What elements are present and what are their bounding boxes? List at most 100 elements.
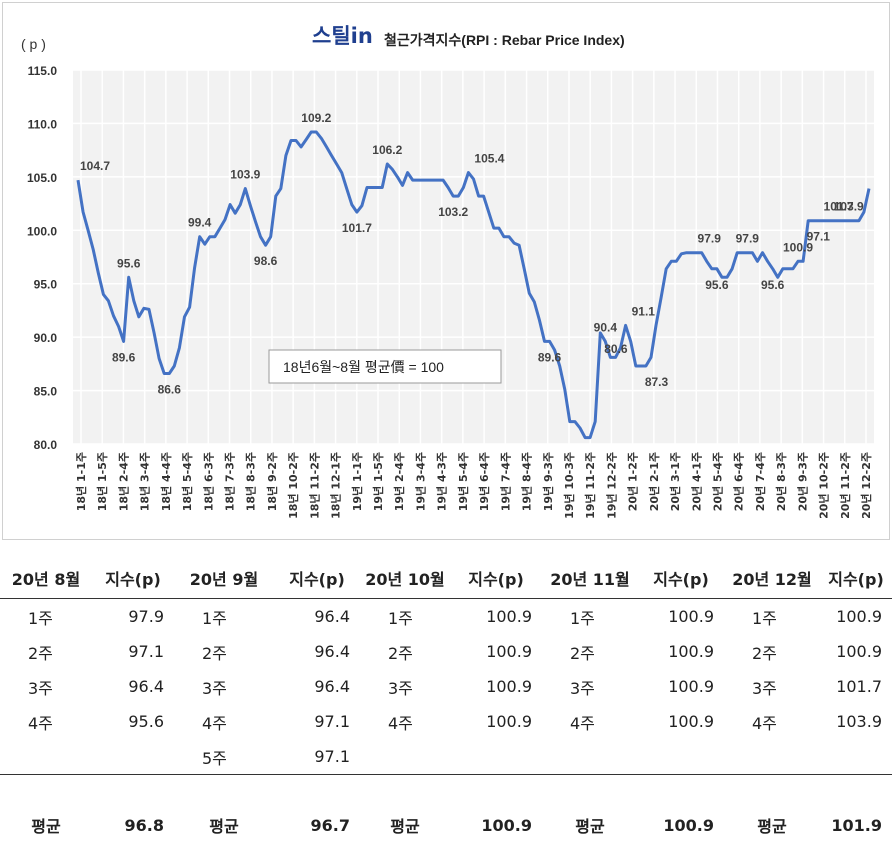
index-value-cell: 96.4 <box>274 669 360 704</box>
header-dec-index: 지수(p) <box>820 558 892 599</box>
x-tick-label: 19년 7-4주 <box>498 452 512 511</box>
x-tick-label: 20년 2-1주 <box>647 452 661 511</box>
index-value-cell: 100.9 <box>450 669 542 704</box>
x-tick-label: 20년 12-2주 <box>859 452 873 519</box>
data-label: 99.4 <box>188 216 212 230</box>
week-cell: 4주 <box>0 704 92 739</box>
index-value-cell: 100.9 <box>820 634 892 669</box>
x-tick-label: 18년 3-4주 <box>138 452 152 511</box>
average-label: 평균 <box>174 775 274 845</box>
x-tick-label: 19년 4-3주 <box>435 452 449 511</box>
week-cell <box>542 739 638 775</box>
average-value: 100.9 <box>450 775 542 845</box>
x-tick-label: 18년 8-3주 <box>244 452 258 511</box>
week-cell: 3주 <box>0 669 92 704</box>
week-cell: 3주 <box>724 669 820 704</box>
header-aug-index: 지수(p) <box>92 558 174 599</box>
index-value-cell: 100.9 <box>638 704 724 739</box>
x-tick-label: 20년 11-2주 <box>838 452 852 519</box>
x-tick-label: 20년 4-1주 <box>689 452 703 511</box>
x-tick-label: 18년 4-4주 <box>159 452 173 511</box>
data-label: 86.6 <box>158 382 182 396</box>
data-label: 101.7 <box>342 221 372 235</box>
logo-text: 스틸in <box>312 24 373 48</box>
index-value-cell: 97.1 <box>92 634 174 669</box>
data-label: 105.4 <box>474 152 504 166</box>
index-value-cell <box>92 739 174 775</box>
index-value-cell: 96.4 <box>92 669 174 704</box>
x-tick-label: 20년 7-4주 <box>753 452 767 511</box>
data-label: 89.6 <box>538 350 562 364</box>
x-tick-label: 20년 1-2주 <box>626 452 640 511</box>
data-label: 98.6 <box>254 254 278 268</box>
x-tick-label: 18년 5-4주 <box>180 452 194 511</box>
x-tick-label: 20년 3-1주 <box>668 452 682 511</box>
x-tick-label: 18년 9-2주 <box>265 452 279 511</box>
x-tick-label: 19년 10-3주 <box>562 452 576 519</box>
data-label: 109.2 <box>301 111 331 125</box>
week-cell: 2주 <box>174 634 274 669</box>
x-tick-label: 19년 8-4주 <box>520 452 534 511</box>
week-cell <box>360 739 450 775</box>
average-value: 100.9 <box>638 775 724 845</box>
data-label: 95.6 <box>705 278 729 292</box>
header-dec-month: 20년 12월 <box>724 558 820 599</box>
week-cell: 2주 <box>0 634 92 669</box>
index-value-cell: 100.9 <box>450 599 542 635</box>
x-tick-label: 20년 5-4주 <box>710 452 724 511</box>
week-cell: 4주 <box>174 704 274 739</box>
index-value-cell <box>450 739 542 775</box>
average-label: 평균 <box>542 775 638 845</box>
x-tick-label: 20년 6-4주 <box>732 452 746 511</box>
x-tick-label: 19년 6-4주 <box>477 452 491 511</box>
index-value-cell: 101.7 <box>820 669 892 704</box>
header-oct-month: 20년 10월 <box>360 558 450 599</box>
x-tick-label: 20년 8-3주 <box>774 452 788 511</box>
x-tick-label: 19년 5-4주 <box>456 452 470 511</box>
data-label: 103.9 <box>834 200 864 214</box>
data-label: 97.1 <box>807 230 831 244</box>
data-label: 103.2 <box>438 205 468 219</box>
week-cell: 3주 <box>360 669 450 704</box>
index-value-cell: 103.9 <box>820 704 892 739</box>
weekly-index-table: 20년 8월 지수(p) 20년 9월 지수(p) 20년 10월 지수(p) … <box>0 558 892 845</box>
x-tick-label: 19년 2-4주 <box>392 452 406 511</box>
data-label: 97.9 <box>736 232 760 246</box>
week-cell: 1주 <box>542 599 638 635</box>
week-cell <box>0 739 92 775</box>
week-cell: 4주 <box>724 704 820 739</box>
y-axis-unit: ( p ) <box>21 36 46 52</box>
header-oct-index: 지수(p) <box>450 558 542 599</box>
header-nov-index: 지수(p) <box>638 558 724 599</box>
header-aug-month: 20년 8월 <box>0 558 92 599</box>
data-label: 90.4 <box>594 320 618 334</box>
index-value-cell <box>638 739 724 775</box>
x-tick-label: 18년 6-3주 <box>201 452 215 511</box>
x-tick-label: 18년 11-2주 <box>307 452 321 519</box>
x-tick-label: 19년 1-5주 <box>371 452 385 511</box>
table-average-row: 평균 96.8 평균 96.7 평균 100.9 평균 100.9 평균 101… <box>0 775 892 845</box>
y-tick-label: 105.0 <box>27 171 57 185</box>
data-label: 89.6 <box>112 350 136 364</box>
x-tick-label: 18년 10-2주 <box>286 452 300 519</box>
y-tick-label: 95.0 <box>34 278 58 292</box>
data-label: 103.9 <box>230 168 260 182</box>
index-value-cell: 96.4 <box>274 634 360 669</box>
index-value-cell: 100.9 <box>638 634 724 669</box>
y-tick-label: 80.0 <box>34 438 58 452</box>
data-label: 95.6 <box>761 278 785 292</box>
data-label: 87.3 <box>645 375 669 389</box>
chart-title: 철근가격지수(RPI : Rebar Price Index) <box>384 32 625 48</box>
index-value-cell: 100.9 <box>450 704 542 739</box>
data-label: 104.7 <box>80 159 110 173</box>
week-cell: 1주 <box>0 599 92 635</box>
average-label: 평균 <box>360 775 450 845</box>
y-tick-label: 110.0 <box>28 117 58 131</box>
header-nov-month: 20년 11월 <box>542 558 638 599</box>
average-value: 96.8 <box>92 775 174 845</box>
